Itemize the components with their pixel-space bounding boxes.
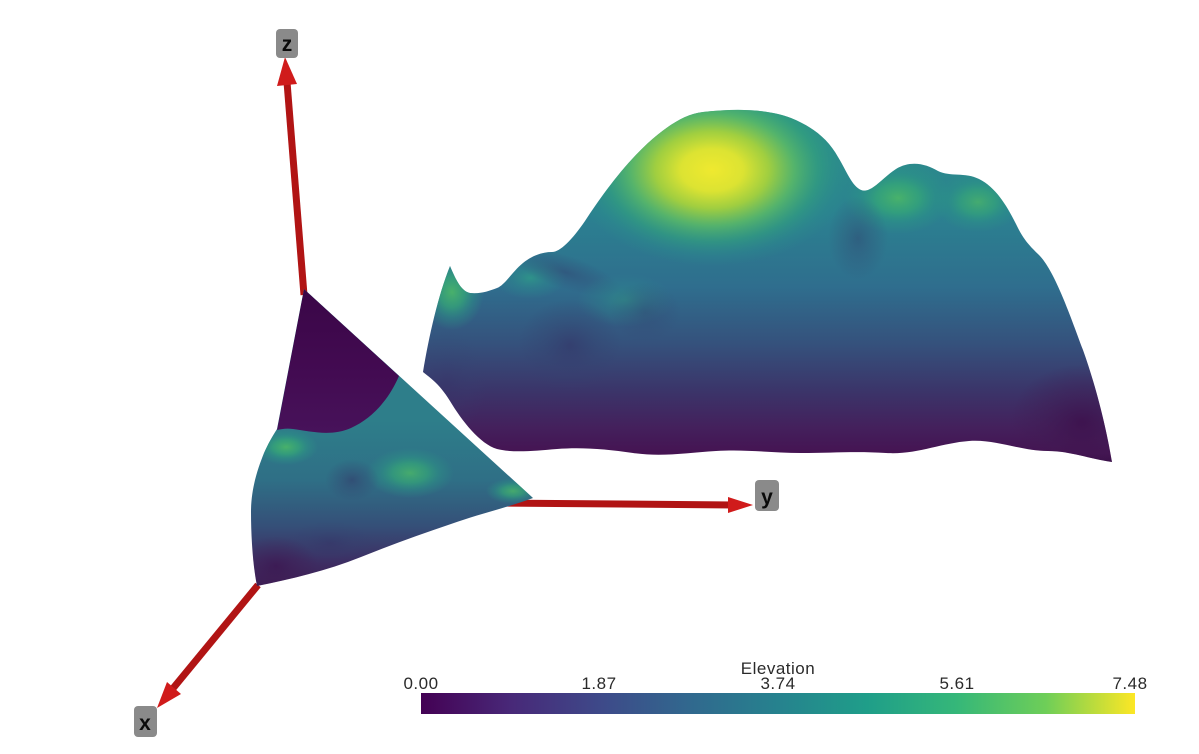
x-axis-shaft (167, 582, 261, 695)
y-axis-shaft (499, 499, 735, 509)
colorbar-tick-2: 3.74 (760, 674, 795, 693)
colorbar-tick-0: 0.00 (403, 674, 438, 693)
axis-label-x: x (134, 706, 157, 737)
y-label-text: y (761, 486, 773, 509)
valley-mid-2 (609, 282, 681, 342)
ridge-left-green (423, 254, 484, 330)
colorbar-tick-3: 5.61 (939, 674, 974, 693)
summit-yellow (570, 109, 854, 266)
axes-arrowheads (157, 57, 753, 708)
z-label-box (276, 29, 298, 58)
colorbar-title: Elevation (741, 659, 815, 678)
z-label-text: z (282, 33, 293, 56)
saddle-shadow (828, 196, 888, 280)
near-surface-shading (251, 289, 533, 586)
near-valley-1 (325, 459, 379, 501)
y-axis-arrowhead (728, 497, 753, 513)
colorbar: Elevation 0.00 1.87 3.74 5.61 7.48 (403, 659, 1147, 714)
valley-mid (518, 299, 622, 391)
x-axis-arrowhead (157, 682, 181, 708)
near-hill-left (254, 429, 318, 465)
near-corner-shade (251, 536, 318, 586)
axes-widget (167, 81, 735, 695)
low-plateau-patch (277, 289, 399, 433)
near-hill-dome (366, 448, 454, 498)
colorbar-tick-4: 7.48 (1112, 674, 1147, 693)
colorbar-gradient-bar (421, 693, 1135, 714)
z-axis-arrowhead (277, 57, 297, 86)
hill-right-b (934, 172, 1022, 232)
z-axis-shaft (283, 81, 308, 296)
colorbar-tick-1: 1.87 (581, 674, 616, 693)
surface-mesh-near-origin (251, 289, 533, 586)
x-label-box (134, 706, 157, 737)
y-label-box (755, 480, 779, 511)
corner-shade-right (1010, 364, 1112, 462)
surface-mesh-main (423, 109, 1112, 462)
axis-label-z: z (276, 29, 298, 58)
axis-label-y: y (755, 480, 779, 511)
x-label-text: x (139, 712, 151, 735)
